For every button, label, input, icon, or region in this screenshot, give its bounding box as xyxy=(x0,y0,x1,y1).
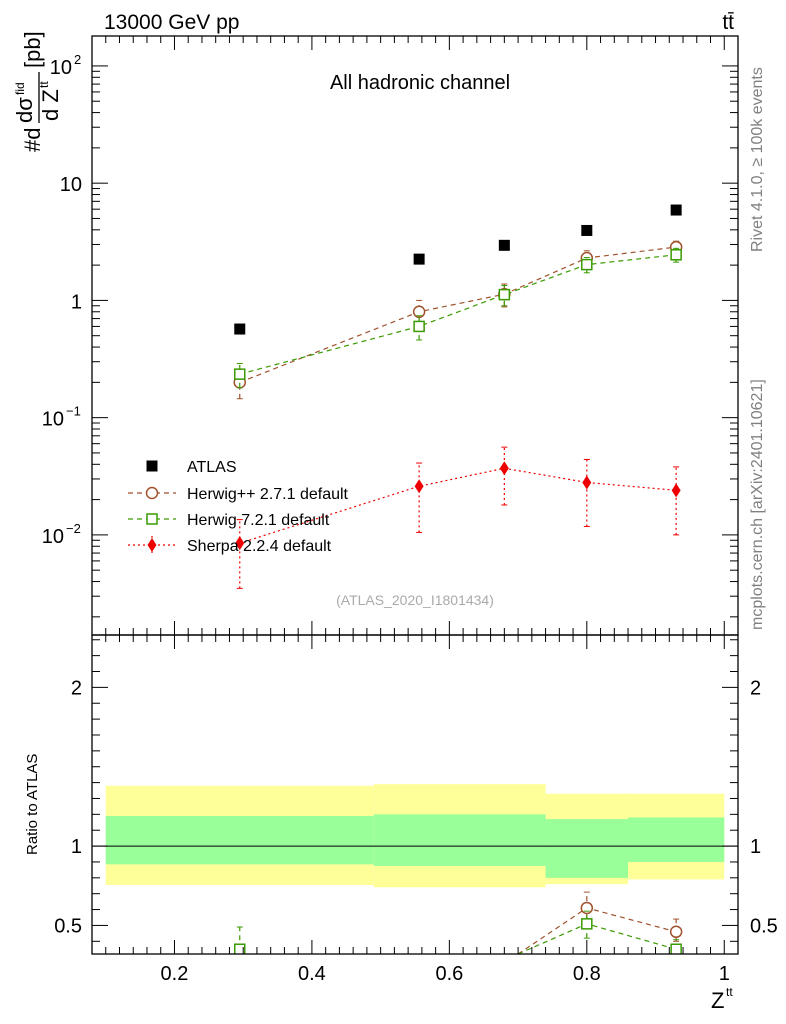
series-2 xyxy=(234,247,682,389)
data-point xyxy=(581,224,593,236)
series-0 xyxy=(234,204,682,335)
data-point xyxy=(413,253,425,265)
x-tick-label: 0.8 xyxy=(573,963,601,985)
legend-entry: Herwig 7.2.1 default xyxy=(128,512,330,529)
data-point xyxy=(670,249,682,261)
data-point xyxy=(670,204,682,216)
legend-label: Herwig++ 2.7.1 default xyxy=(187,486,349,503)
tick-label: 1 xyxy=(71,291,82,313)
main-y-tick-label: 10 −1 xyxy=(42,404,81,431)
data-point xyxy=(581,918,593,930)
ratio-line xyxy=(517,923,677,954)
data-point xyxy=(146,513,158,525)
tick-base: 10 xyxy=(42,526,64,548)
mcplots-label: mcplots.cern.ch [arXiv:2401.10621] xyxy=(749,379,766,630)
tick-base: 10 xyxy=(50,57,72,79)
data-point xyxy=(235,536,245,551)
series-line xyxy=(239,254,677,375)
data-point xyxy=(582,475,592,490)
tick-base: 10 xyxy=(42,409,64,431)
x-tick-label: 0.6 xyxy=(435,963,463,985)
data-point xyxy=(145,486,159,500)
ratio-series-0 xyxy=(517,891,683,954)
data-point xyxy=(413,320,425,333)
ratio-y-tick-label-left: 2 xyxy=(71,677,82,699)
ratio-y-tick-label-right: 2 xyxy=(750,677,761,699)
data-point xyxy=(147,538,157,552)
uncertainty-band-inner xyxy=(373,814,546,866)
data-point xyxy=(580,901,594,915)
series-line xyxy=(239,467,677,544)
data-point xyxy=(234,943,246,954)
main-y-tick-label: 10 2 xyxy=(50,52,81,79)
ratio-frame xyxy=(91,634,739,955)
svg-text:dσ: dσ xyxy=(12,97,37,123)
tick-exponent: −1 xyxy=(66,404,81,419)
legend-entry: Sherpa 2.2.4 default xyxy=(128,536,332,555)
legend-entry: Herwig++ 2.7.1 default xyxy=(128,486,349,503)
tick-label: 10 xyxy=(60,174,82,196)
svg-text:Z: Z xyxy=(711,988,724,1013)
data-point xyxy=(498,239,510,251)
data-point xyxy=(671,483,681,498)
legend-label: ATLAS xyxy=(187,459,237,476)
ratio-y-tick-label-left: 0.5 xyxy=(54,915,82,937)
data-point xyxy=(414,479,424,494)
data-point xyxy=(146,460,158,472)
x-axis-label: Z tt xyxy=(711,985,733,1013)
process-label: tt̄ xyxy=(722,11,734,34)
ratio-y-tick-label-right: 0.5 xyxy=(750,915,778,937)
x-tick-label: 0.2 xyxy=(161,963,189,985)
ratio-y-tick-label-left: 1 xyxy=(71,836,82,858)
ratio-y-tick-label-right: 1 xyxy=(750,836,761,858)
svg-text:[pb]: [pb] xyxy=(20,31,45,68)
svg-text:d Z: d Z xyxy=(38,89,63,121)
main-y-tick-label: 1 xyxy=(71,291,82,313)
data-point xyxy=(234,368,246,380)
svg-text:#d: #d xyxy=(20,128,45,152)
data-point xyxy=(669,925,683,939)
main-y-label: #d dσ fid d Z tt [pb] xyxy=(12,31,63,152)
svg-text:tt: tt xyxy=(37,81,51,88)
ratio-line xyxy=(517,907,677,954)
ratio-y-label: Ratio to ATLAS xyxy=(24,754,41,855)
x-tick-label: 0.4 xyxy=(298,963,326,985)
data-point xyxy=(234,323,246,335)
series-1 xyxy=(233,240,683,400)
main-y-tick-label: 10 xyxy=(60,174,82,196)
legend-label: Sherpa 2.2.4 default xyxy=(187,538,332,555)
legend: ATLAS Herwig++ 2.7.1 default Herwig 7.2.1 … xyxy=(128,459,349,555)
uncertainty-band-inner xyxy=(628,817,725,862)
data-point xyxy=(499,461,509,476)
svg-text:tt: tt xyxy=(726,985,733,999)
data-point xyxy=(670,943,682,954)
series-line xyxy=(239,246,677,383)
series-3 xyxy=(235,446,681,589)
x-tick-label: 1 xyxy=(719,963,730,985)
legend-label: Herwig 7.2.1 default xyxy=(187,512,330,529)
uncertainty-band-inner xyxy=(545,819,629,878)
ratio-panel: 0.2 0.4 0.6 0.8 1 0.5 0.5 1 1 2 2 Ratio to ATLAS Z… xyxy=(24,634,778,1013)
energy-label: 13000 GeV pp xyxy=(104,11,239,34)
analysis-label: (ATLAS_2020_I1801434) xyxy=(336,592,494,608)
legend-entry: ATLAS xyxy=(146,459,237,476)
main-y-tick-label: 10 −2 xyxy=(42,521,81,548)
data-point xyxy=(498,288,511,301)
data-point xyxy=(581,258,593,271)
ratio-series-1 xyxy=(234,910,682,954)
tick-exponent: 2 xyxy=(74,52,81,67)
tick-exponent: −2 xyxy=(66,521,81,536)
rivet-label: Rivet 4.1.0, ≥ 100k events xyxy=(749,67,766,252)
uncertainty-band-inner xyxy=(105,815,374,865)
svg-text:fid: fid xyxy=(13,82,27,95)
channel-title: All hadronic channel xyxy=(330,72,510,94)
